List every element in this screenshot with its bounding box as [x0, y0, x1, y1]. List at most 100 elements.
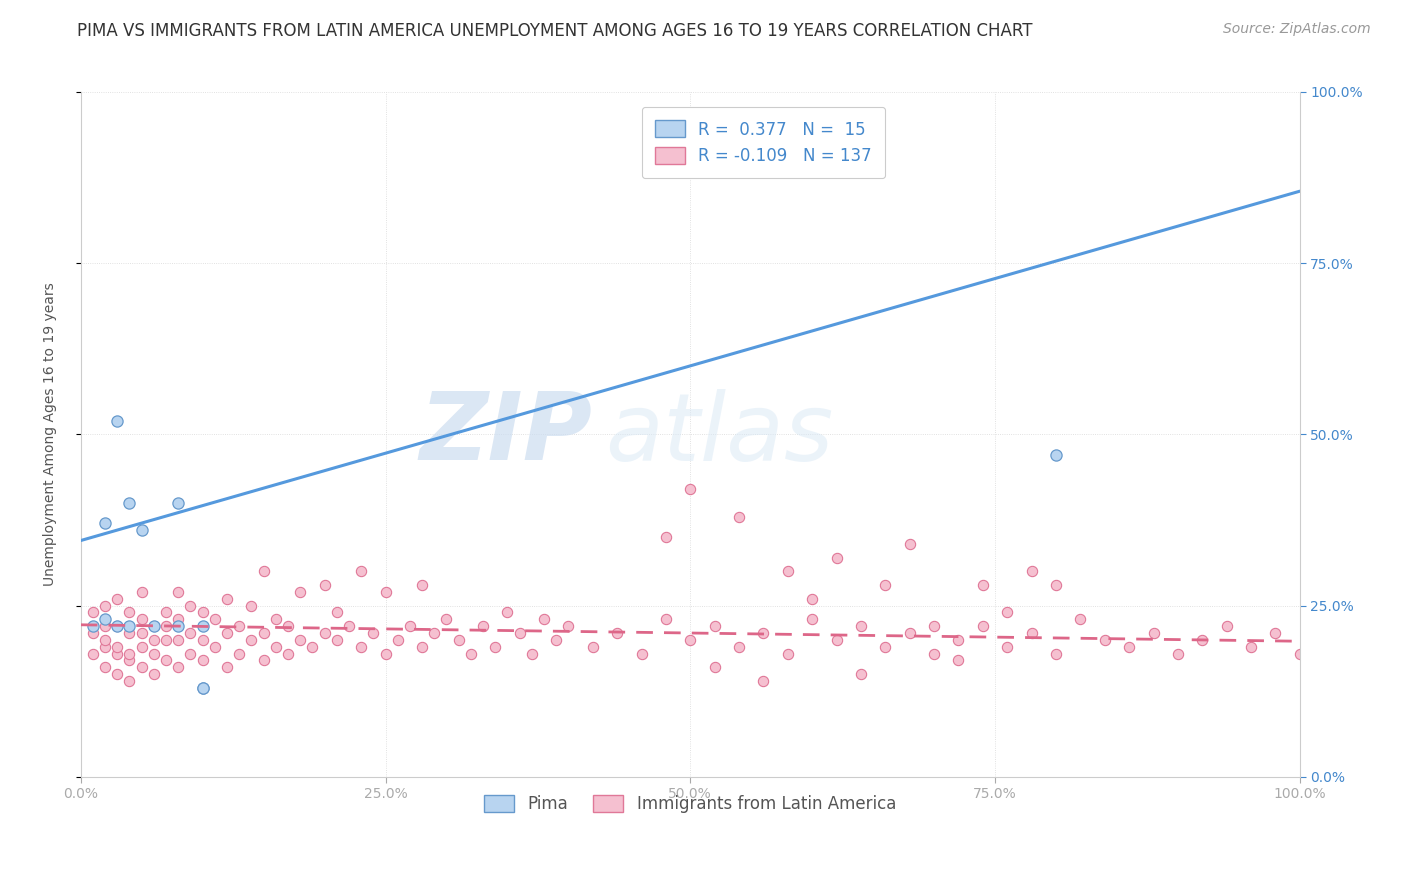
Point: [849, 619, 872, 633]
Point: [252, 626, 274, 640]
Point: [875, 640, 897, 654]
Point: [94, 612, 117, 626]
Point: [314, 578, 336, 592]
Point: [142, 647, 165, 661]
Point: [533, 612, 555, 626]
Point: [94, 599, 117, 613]
Point: [752, 626, 775, 640]
Point: [131, 640, 153, 654]
Point: [179, 626, 201, 640]
Point: [679, 632, 702, 647]
Point: [82, 626, 104, 640]
Point: [155, 606, 177, 620]
Point: [142, 619, 165, 633]
Point: [118, 619, 141, 633]
Point: [288, 585, 311, 599]
Point: [1142, 626, 1164, 640]
Point: [703, 660, 725, 674]
Point: [350, 565, 373, 579]
Point: [728, 640, 751, 654]
Point: [995, 606, 1018, 620]
Point: [105, 591, 128, 606]
Point: [252, 653, 274, 667]
Point: [557, 619, 579, 633]
Point: [337, 619, 360, 633]
Point: [922, 619, 945, 633]
Point: [898, 537, 921, 551]
Point: [215, 591, 238, 606]
Point: [496, 606, 519, 620]
Point: [849, 667, 872, 681]
Point: [94, 516, 117, 531]
Point: [703, 619, 725, 633]
Point: [1045, 647, 1067, 661]
Point: [82, 606, 104, 620]
Point: [142, 667, 165, 681]
Point: [191, 653, 214, 667]
Point: [1118, 640, 1140, 654]
Point: [472, 619, 495, 633]
Point: [142, 632, 165, 647]
Y-axis label: Unemployment Among Ages 16 to 19 years: Unemployment Among Ages 16 to 19 years: [44, 283, 58, 586]
Point: [94, 660, 117, 674]
Point: [1167, 647, 1189, 661]
Point: [228, 619, 250, 633]
Point: [520, 647, 543, 661]
Point: [167, 632, 190, 647]
Point: [374, 585, 396, 599]
Point: [1069, 612, 1091, 626]
Point: [350, 640, 373, 654]
Point: [118, 606, 141, 620]
Point: [728, 509, 751, 524]
Point: [655, 530, 678, 544]
Point: [411, 578, 433, 592]
Point: [326, 632, 349, 647]
Point: [288, 632, 311, 647]
Point: [679, 482, 702, 496]
Point: [363, 626, 385, 640]
Point: [948, 632, 970, 647]
Point: [630, 647, 652, 661]
Point: [399, 619, 422, 633]
Point: [509, 626, 531, 640]
Point: [972, 619, 994, 633]
Text: atlas: atlas: [605, 389, 834, 480]
Point: [875, 578, 897, 592]
Point: [314, 626, 336, 640]
Point: [411, 640, 433, 654]
Point: [995, 640, 1018, 654]
Point: [1045, 578, 1067, 592]
Point: [105, 414, 128, 428]
Point: [423, 626, 446, 640]
Point: [118, 673, 141, 688]
Point: [1191, 632, 1213, 647]
Point: [94, 640, 117, 654]
Point: [105, 619, 128, 633]
Point: [1021, 565, 1043, 579]
Point: [582, 640, 605, 654]
Point: [118, 653, 141, 667]
Point: [191, 632, 214, 647]
Point: [264, 640, 287, 654]
Point: [82, 647, 104, 661]
Point: [105, 619, 128, 633]
Point: [1264, 626, 1286, 640]
Point: [447, 632, 470, 647]
Point: [252, 565, 274, 579]
Point: [94, 632, 117, 647]
Point: [155, 632, 177, 647]
Point: [922, 647, 945, 661]
Point: [82, 619, 104, 633]
Point: [1021, 626, 1043, 640]
Point: [387, 632, 409, 647]
Point: [155, 619, 177, 633]
Point: [167, 660, 190, 674]
Point: [191, 619, 214, 633]
Point: [484, 640, 506, 654]
Point: [118, 496, 141, 510]
Point: [105, 667, 128, 681]
Point: [972, 578, 994, 592]
Text: PIMA VS IMMIGRANTS FROM LATIN AMERICA UNEMPLOYMENT AMONG AGES 16 TO 19 YEARS COR: PIMA VS IMMIGRANTS FROM LATIN AMERICA UN…: [77, 22, 1033, 40]
Point: [801, 591, 824, 606]
Point: [228, 647, 250, 661]
